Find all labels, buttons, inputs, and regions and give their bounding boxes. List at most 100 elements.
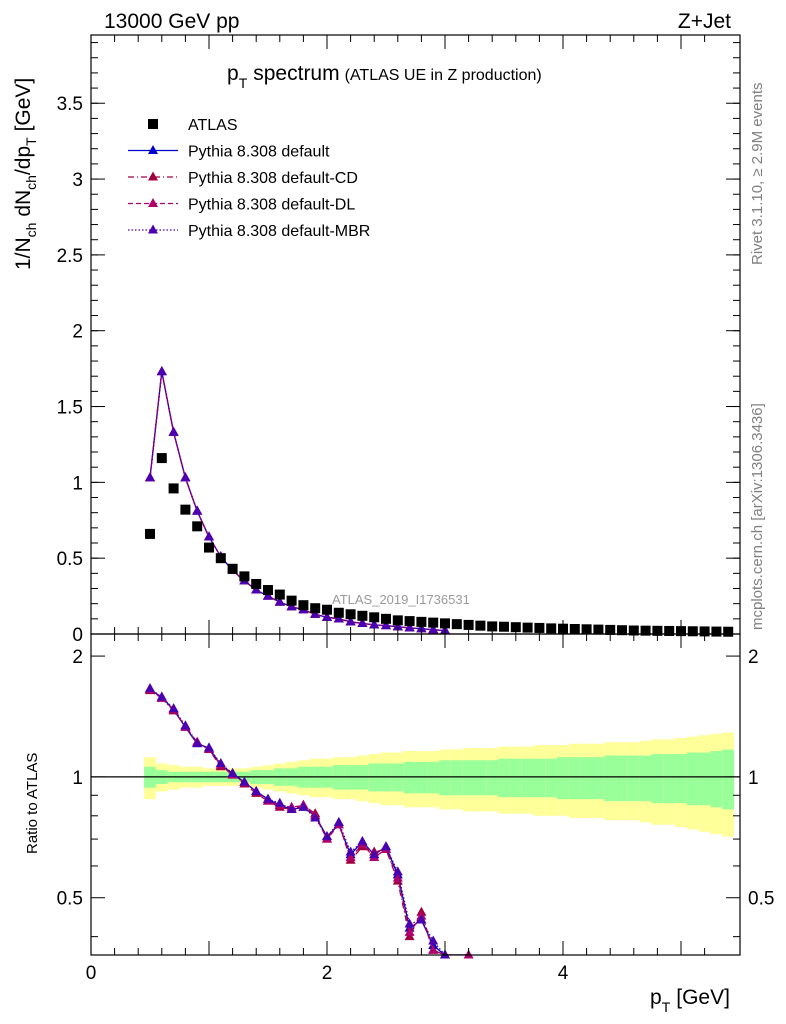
atlas-point [499,621,509,632]
band-stat [686,752,699,806]
atlas-point [569,623,580,634]
x-axis-label: pT [GeV] [650,986,730,1015]
band-stat [663,754,676,804]
main-point-triangle [357,617,368,627]
band-stat [698,752,711,806]
atlas-point [204,542,214,553]
band-stat [627,755,640,802]
band-stat [639,755,652,802]
ratio-point-triangle [428,944,439,954]
atlas-point [345,609,356,620]
ratio-point-triangle [392,872,403,882]
ratio-point-triangle [251,785,262,795]
ratio-line-3 [149,689,469,955]
band-stat [498,758,510,798]
main-point-triangle [286,601,297,611]
legend-label: Pythia 8.308 default-MBR [188,223,370,240]
main-point-triangle [180,472,191,482]
atlas-point [664,625,675,636]
atlas-point [369,612,380,623]
atlas-point [428,617,439,628]
xlabel-unit: [GeV] [676,986,730,1009]
title-sub: T [239,75,248,91]
main-ytick-label: 1 [72,473,83,494]
main-ytick-label: 2.5 [57,246,83,267]
ratio-point-triangle [369,849,380,859]
ratio-point-triangle [357,836,368,846]
main-point-triangle [204,531,214,541]
ratio-point-triangle [322,831,332,841]
legend-marker-triangle [148,198,158,207]
main-ylabel: 1/Nch dNch/dpT [GeV] [12,78,39,270]
band-stat [462,760,475,796]
band-stat [427,761,440,794]
ratio-point-triangle [263,793,273,803]
atlas-point [168,483,179,494]
mcplots-label: mcplots.cern.ch [arXiv:1306.3436] [749,403,766,630]
ratio-point-triangle [345,846,356,856]
ratio-point-triangle [428,935,439,945]
main-title: pT spectrum (ATLAS UE in Z production) [227,62,542,91]
ratio-point-triangle [227,767,238,777]
legend-marker-triangle [148,171,158,181]
main-series-group [145,366,734,637]
band-stat [486,760,499,796]
band-stat [509,758,522,798]
main-point-triangle [369,619,380,629]
main-line-4 [149,371,446,632]
atlas-point [322,604,332,615]
title-word: spectrum [253,62,339,85]
main-point-triangle [145,472,155,482]
legend-marker-triangle [148,145,158,154]
ratio-point-triangle [145,683,155,693]
atlas-point [286,595,297,606]
ratio-plot-frame [90,633,741,956]
atlas-point [239,571,250,582]
atlas-point [298,600,309,611]
ratio-point-triangle [180,720,191,730]
main-point-triangle [333,613,344,623]
xlabel-main: p [650,986,662,1009]
atlas-point [487,621,498,632]
main-ytick-label: 1.5 [57,398,83,419]
atlas-point [723,626,734,637]
band-stat [651,754,664,804]
title-main: p [227,62,239,85]
atlas-point [145,528,155,539]
ratio-ylabel: Ratio to ATLAS [24,753,41,854]
main-point-triangle [168,426,179,436]
main-ytick-label: 3 [72,170,83,191]
band-stat [580,757,593,800]
atlas-point [263,585,273,596]
main-ytick-label: 0 [72,625,83,646]
atlas-point [310,603,321,614]
ratio-point-triangle [298,801,309,811]
main-ytick-label: 3.5 [57,94,83,115]
xtick-label: 4 [558,963,569,984]
ratio-ytick-label: 1 [72,768,83,789]
xtick-label: 0 [86,963,97,984]
ratio-point-triangle [168,703,179,713]
legend: ATLAS Pythia 8.308 default Pythia 8.308 de… [128,117,370,240]
main-ytick-label: 2 [72,322,83,343]
main-point-triangle [192,505,203,515]
atlas-point [215,553,226,564]
ratio-series-group [145,683,474,959]
band-stat [568,757,581,800]
band-stat [675,754,687,804]
atlas-point [687,626,698,637]
ratio-ytick-label-right: 0.5 [748,889,774,910]
ratio-ytick-label-right: 2 [748,647,759,668]
atlas-point [640,625,651,636]
atlas-point [156,453,167,464]
band-stat [710,751,723,808]
band-stat [533,758,546,798]
ratio-point-triangle [156,691,167,701]
band-stat [592,757,605,800]
band-stat [604,755,617,802]
ratio-point-triangle [404,926,415,936]
atlas-point [617,625,627,636]
ratio-point-triangle [286,803,297,813]
